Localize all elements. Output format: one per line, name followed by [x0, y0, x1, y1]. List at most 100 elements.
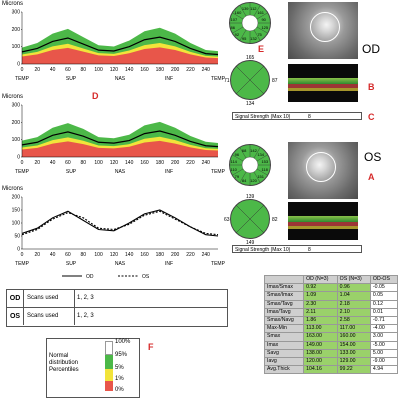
sector-value: 125 — [261, 25, 269, 31]
table-cell: 4.94 — [369, 365, 399, 375]
x-tick-label: 140 — [125, 160, 134, 166]
table-cell: -9.00 — [369, 356, 399, 367]
x-tick-label: 140 — [125, 67, 134, 73]
table-cell: 0.92 — [303, 283, 338, 293]
sector-value: 114 — [230, 158, 237, 164]
y-tick-label: 50 — [14, 234, 20, 240]
x-tick-label: 80 — [80, 67, 86, 73]
x-tick-label: 200 — [171, 67, 180, 73]
os-series-line — [21, 130, 219, 148]
x-tick-label: 40 — [50, 160, 56, 166]
os-quad-top: 139 — [246, 194, 255, 200]
x-tick-label: 120 — [110, 252, 119, 258]
table-cell: Smax/Navg — [263, 315, 305, 326]
od-signal-label: Signal Strength (Max 10) — [235, 114, 291, 120]
x-tick-label: 20 — [35, 67, 41, 73]
table-cell: 2.11 — [303, 307, 338, 317]
x-tick-label: 80 — [80, 160, 86, 166]
normal-title-2: distribution — [49, 360, 79, 366]
table-cell: 138.00 — [303, 348, 338, 358]
table-cell: 2.58 — [336, 315, 371, 326]
table-cell: 149.00 — [303, 340, 338, 350]
region-label: SUP — [66, 261, 77, 267]
x-tick-label: 240 — [202, 67, 211, 73]
table-row: Imax/Tavg 2.11 2.10 0.01 — [263, 307, 399, 317]
x-tick-label: 180 — [156, 67, 165, 73]
table-cell: Imax/Smax — [263, 283, 305, 293]
normal-p100: 100% — [115, 339, 131, 345]
sector-value: 142 — [250, 147, 257, 153]
region-label: SUP — [66, 76, 77, 82]
os-signal-value: 8 — [308, 247, 311, 253]
normal-p95: 95% — [115, 352, 128, 358]
x-tick-label: 120 — [110, 160, 119, 166]
x-tick-label: 140 — [125, 252, 134, 258]
table-cell: 117.00 — [336, 324, 371, 334]
region-label: NAS — [115, 169, 126, 175]
table-cell: 2.10 — [336, 307, 371, 317]
x-tick-label: 40 — [50, 67, 56, 73]
table-cell: 3.00 — [369, 332, 399, 342]
normal-title-1: Normal — [49, 353, 69, 359]
band-red — [22, 47, 218, 64]
region-label: TEMP — [15, 261, 30, 267]
od-sector-circle — [229, 2, 271, 44]
table-header: OD (N=3) — [303, 274, 338, 285]
y-tick-label: 200 — [12, 27, 21, 33]
y-tick-label: 200 — [12, 120, 21, 126]
y-tick-label: 0 — [17, 247, 20, 253]
od-quad-bottom: 134 — [246, 101, 255, 107]
table-cell: Smax — [263, 332, 305, 342]
normal-title-3: Percentiles — [49, 367, 79, 373]
normal-distribution-legend: Normal distribution Percentiles 100% 95%… — [46, 338, 140, 398]
x-tick-label: 180 — [156, 252, 165, 258]
sector-value: 118 — [261, 167, 268, 173]
y-tick-label: 200 — [12, 195, 21, 201]
y-tick-label: 300 — [12, 10, 21, 16]
scans-label-od: Scans used — [27, 295, 59, 301]
y-tick-label: 100 — [12, 137, 21, 143]
table-row: Iavg 120.00 129.00 -9.00 — [263, 356, 399, 367]
os-oct-scan — [288, 202, 358, 240]
table-cell: 0.12 — [369, 299, 399, 309]
os-thickness-chart: 0 100 200 300 0 20 40 60 80 100 120 140 160 180 200 220… — [0, 101, 225, 181]
table-cell: 104.16 — [303, 365, 338, 375]
os-signal-label: Signal Strength (Max 10) — [235, 247, 291, 253]
x-tick-label: 80 — [80, 252, 86, 258]
label-f: F — [148, 342, 154, 352]
table-row: Smax/Tavg 2.30 2.18 0.12 — [263, 299, 399, 309]
sector-value: 79 — [234, 174, 240, 180]
table-cell: 1.86 — [303, 315, 338, 326]
legend-os-text: OS — [142, 274, 150, 280]
os-quad-right: 82 — [272, 217, 278, 223]
region-label: TEMP — [211, 261, 225, 267]
label-b: B — [368, 82, 375, 92]
os-signal-strength: Signal Strength (Max 10) 8 — [232, 245, 362, 253]
table-header — [263, 274, 305, 285]
x-tick-label: 220 — [186, 160, 195, 166]
y-tick-label: 300 — [12, 103, 21, 109]
sector-value: 161 — [257, 9, 264, 15]
table-cell: 129.00 — [336, 356, 371, 367]
x-tick-label: 180 — [156, 160, 165, 166]
x-tick-label: 60 — [65, 67, 71, 73]
od-oct-scan — [288, 64, 358, 102]
x-tick-label: 100 — [94, 252, 103, 258]
compare-series-od — [21, 209, 219, 237]
table-cell: 99.22 — [336, 365, 371, 375]
table-cell: Avg.Thick — [263, 365, 305, 375]
od-label: OD — [362, 42, 380, 56]
x-tick-label: 160 — [140, 160, 149, 166]
x-tick-label: 60 — [65, 160, 71, 166]
sector-value: 86 — [230, 25, 235, 31]
label-c: C — [368, 112, 375, 122]
compare-chart: 0 50 100 150 200 0 20 40 60 80 100 120 140 160 180 200 2… — [0, 193, 225, 281]
sector-value: 120 — [250, 178, 257, 184]
x-tick-label: 220 — [186, 252, 195, 258]
sector-value: 134 — [257, 151, 264, 157]
table-header: OS (N=3) — [336, 274, 371, 285]
od-signal-value: 8 — [308, 114, 311, 120]
x-tick-label: 100 — [94, 160, 103, 166]
os-quad-bottom: 149 — [246, 240, 255, 246]
x-tick-label: 0 — [21, 252, 24, 258]
